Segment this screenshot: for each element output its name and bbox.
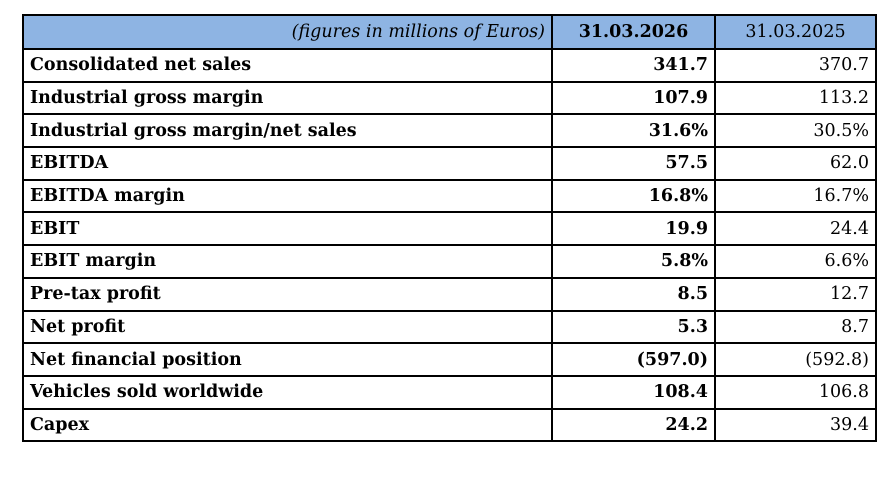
table-row: EBIT margin 5.8% 6.6% [22,244,877,279]
previous-value: 106.8 [714,374,877,410]
previous-value: 113.2 [714,80,877,116]
row-label: Vehicles sold worldwide [22,374,553,410]
row-label: EBIT [22,211,553,247]
financial-summary-table: (figures in millions of Euros) 31.03.202… [22,14,877,443]
current-value: 341.7 [551,48,716,83]
current-value: (597.0) [551,342,716,377]
current-value: 31.6% [551,113,716,149]
previous-value: 62.0 [714,146,877,181]
table-header-row: (figures in millions of Euros) 31.03.202… [22,14,877,50]
current-value: 107.9 [551,80,716,116]
row-label: Capex [22,407,553,443]
row-label: Net financial position [22,342,553,377]
current-value: 19.9 [551,211,716,247]
unit-note: (figures in millions of Euros) [22,14,553,50]
previous-value: 39.4 [714,407,877,443]
table-row: EBITDA margin 16.8% 16.7% [22,178,877,214]
previous-value: 16.7% [714,178,877,214]
row-label: EBITDA [22,146,553,181]
current-value: 8.5 [551,276,716,312]
current-value: 57.5 [551,146,716,181]
current-value: 5.8% [551,244,716,279]
current-period-header: 31.03.2026 [551,14,716,50]
table-row: EBIT 19.9 24.4 [22,211,877,247]
table-row: Pre-tax profit 8.5 12.7 [22,276,877,312]
table-row: Net financial position (597.0) (592.8) [22,342,877,377]
previous-period-header: 31.03.2025 [714,14,877,50]
row-label: Consolidated net sales [22,48,553,83]
table-row: Consolidated net sales 341.7 370.7 [22,48,877,83]
table-row: Capex 24.2 39.4 [22,407,877,443]
previous-value: 8.7 [714,309,877,345]
current-value: 108.4 [551,374,716,410]
current-value: 24.2 [551,407,716,443]
table-row: Industrial gross margin/net sales 31.6% … [22,113,877,149]
previous-value: 24.4 [714,211,877,247]
table-row: Industrial gross margin 107.9 113.2 [22,80,877,116]
row-label: EBITDA margin [22,178,553,214]
row-label: Industrial gross margin [22,80,553,116]
previous-value: (592.8) [714,342,877,377]
row-label: EBIT margin [22,244,553,279]
row-label: Net profit [22,309,553,345]
previous-value: 30.5% [714,113,877,149]
row-label: Pre-tax profit [22,276,553,312]
current-value: 16.8% [551,178,716,214]
row-label: Industrial gross margin/net sales [22,113,553,149]
current-value: 5.3 [551,309,716,345]
previous-value: 12.7 [714,276,877,312]
table-row: EBITDA 57.5 62.0 [22,146,877,181]
previous-value: 6.6% [714,244,877,279]
table-row: Vehicles sold worldwide 108.4 106.8 [22,374,877,410]
table-row: Net profit 5.3 8.7 [22,309,877,345]
previous-value: 370.7 [714,48,877,83]
